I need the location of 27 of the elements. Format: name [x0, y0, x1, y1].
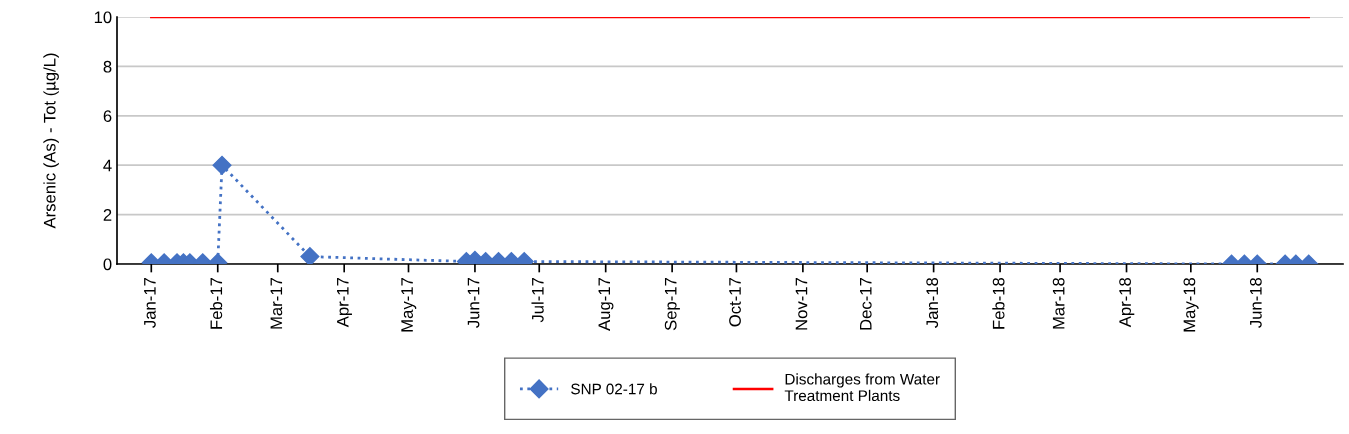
x-tick-label: Feb-17	[209, 278, 223, 329]
y-tick-label: 6	[103, 110, 112, 122]
y-tick-label: 4	[103, 159, 112, 172]
x-tick-label: Jan-17	[144, 278, 156, 328]
y-tick-label: 10	[94, 11, 112, 24]
y-tick-label: 2	[103, 209, 112, 221]
x-tick-label: Apr-17	[337, 278, 352, 328]
x-tick-label: Jun-17	[467, 278, 480, 328]
x-tick-label: Mar-17	[270, 278, 283, 329]
y-tick-label: 0	[103, 258, 112, 271]
x-tick-label: Mar-18	[1052, 277, 1065, 329]
x-tick-label: May-17	[401, 278, 417, 332]
x-tick-label: Jan-18	[926, 277, 939, 328]
x-tick-label: Sep-17	[664, 278, 680, 331]
x-tick-label: Jun-18	[1249, 277, 1262, 328]
x-tick-label: Aug-17	[598, 278, 614, 331]
x-tick-label: Nov-17	[795, 278, 808, 330]
legend-label: Discharges from Water Treatment Plants	[784, 373, 940, 402]
x-tick-label: Feb-18	[992, 277, 1005, 329]
x-tick-label: Oct-17	[729, 278, 741, 327]
x-tick-label: May-18	[1183, 277, 1199, 332]
y-tick-label: 8	[103, 60, 112, 73]
x-tick-label: Apr-18	[1119, 277, 1135, 328]
x-tick-label: Jul-17	[531, 278, 544, 323]
legend-label: SNP 02-17 b	[571, 383, 657, 395]
y-axis-title: Arsenic (As) - Tot (µg/L)	[43, 53, 59, 229]
x-tick-label: Dec-17	[860, 278, 872, 330]
